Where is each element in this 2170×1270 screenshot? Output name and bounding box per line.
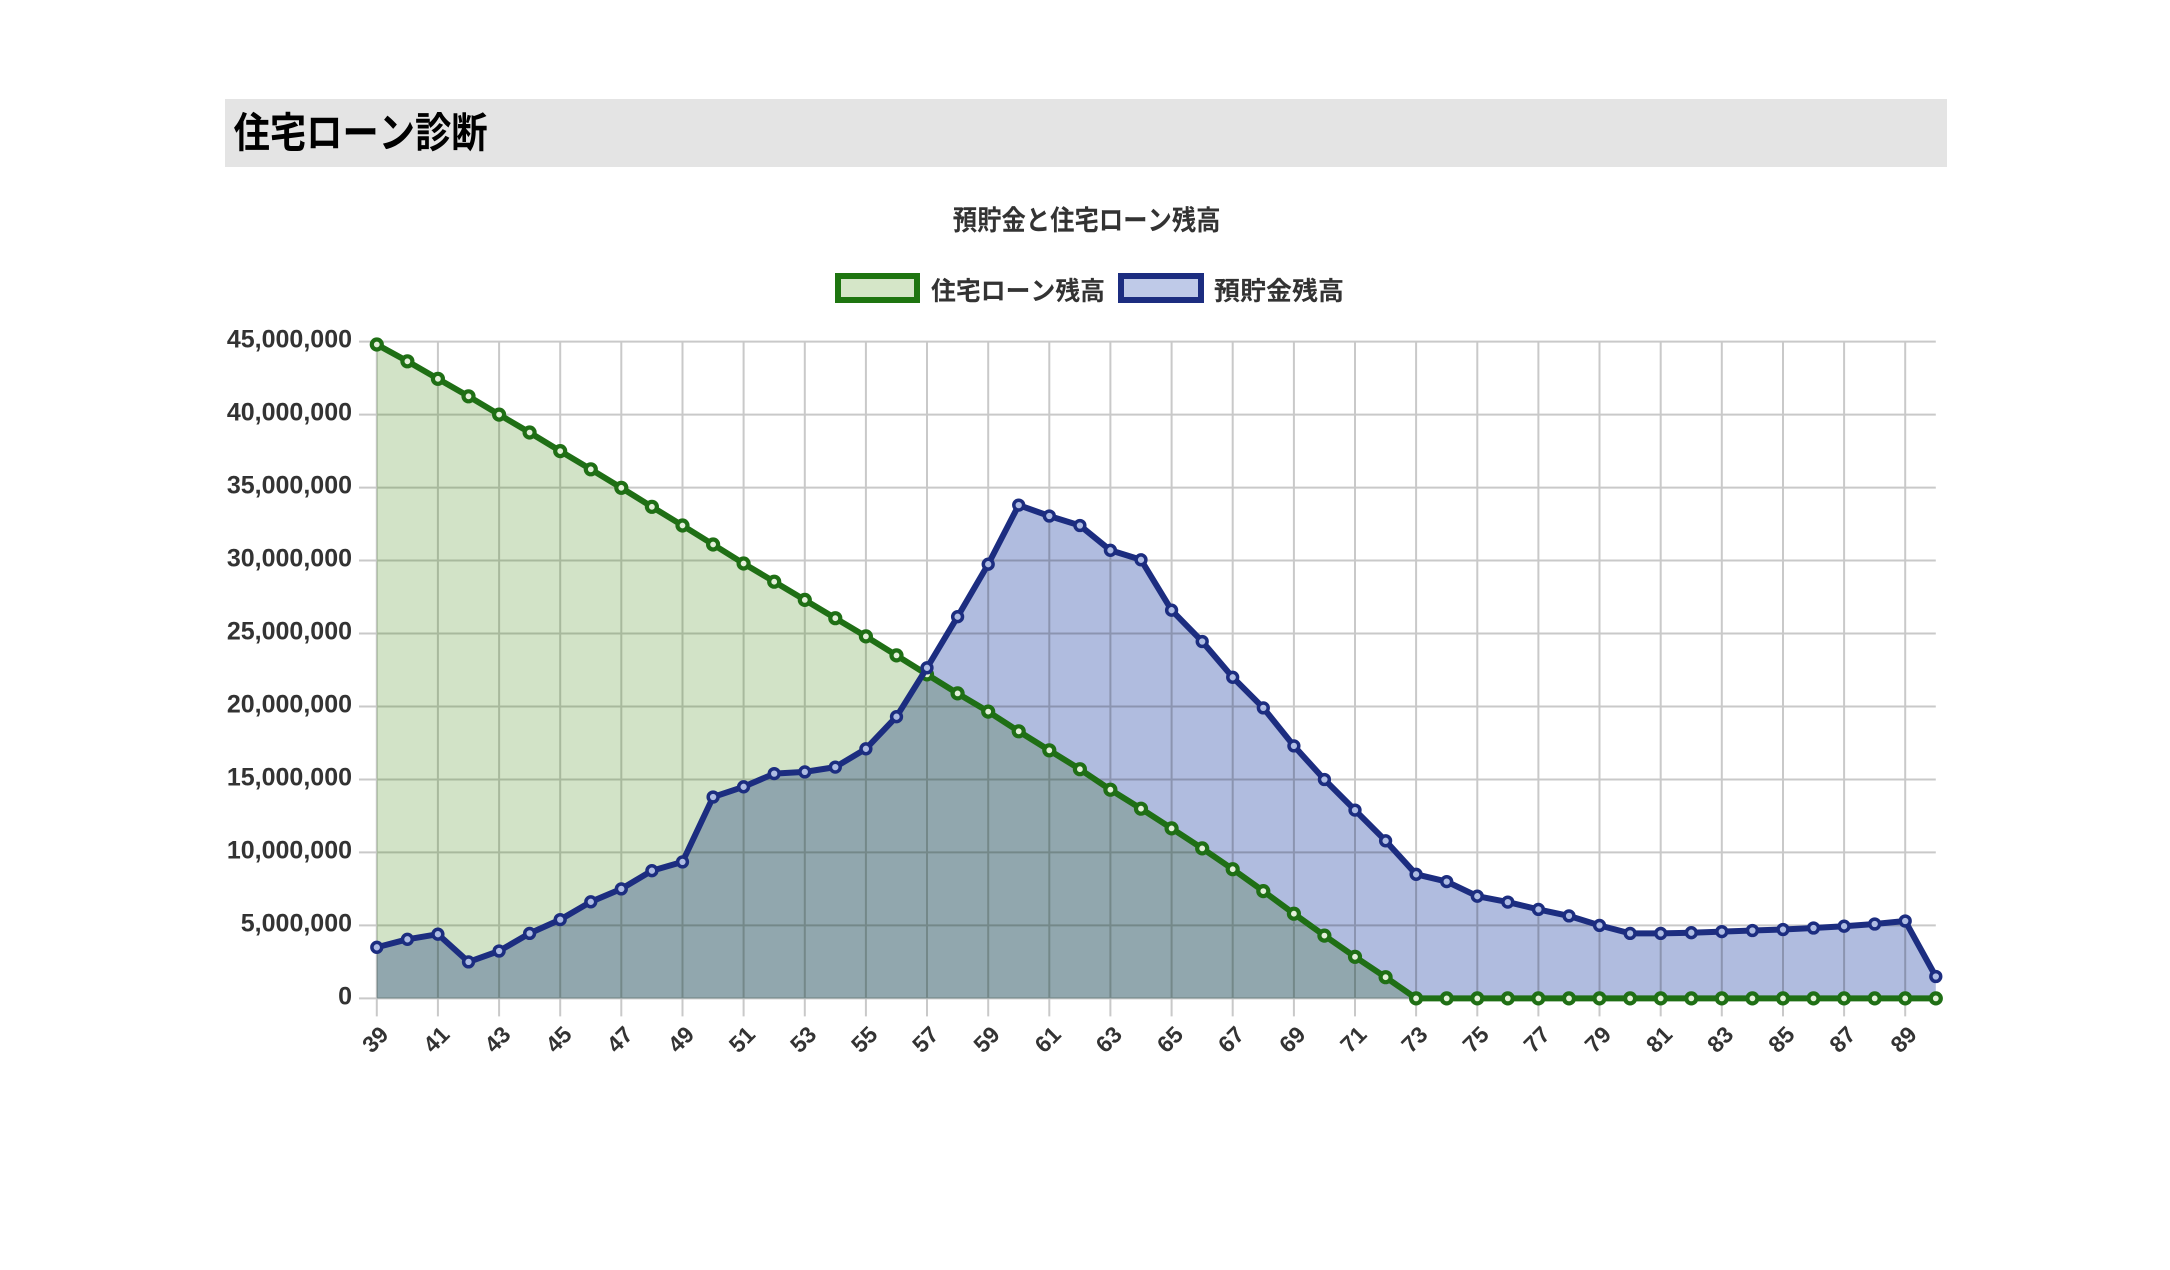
svg-text:10,000,000: 10,000,000 xyxy=(227,836,352,864)
svg-text:45,000,000: 45,000,000 xyxy=(227,326,352,354)
svg-text:35,000,000: 35,000,000 xyxy=(227,472,352,500)
svg-text:30,000,000: 30,000,000 xyxy=(227,545,352,573)
svg-text:25,000,000: 25,000,000 xyxy=(227,618,352,646)
svg-text:15,000,000: 15,000,000 xyxy=(227,764,352,792)
svg-text:20,000,000: 20,000,000 xyxy=(227,691,352,719)
svg-text:0: 0 xyxy=(338,982,352,1010)
svg-text:5,000,000: 5,000,000 xyxy=(241,909,352,937)
svg-text:40,000,000: 40,000,000 xyxy=(227,399,352,427)
